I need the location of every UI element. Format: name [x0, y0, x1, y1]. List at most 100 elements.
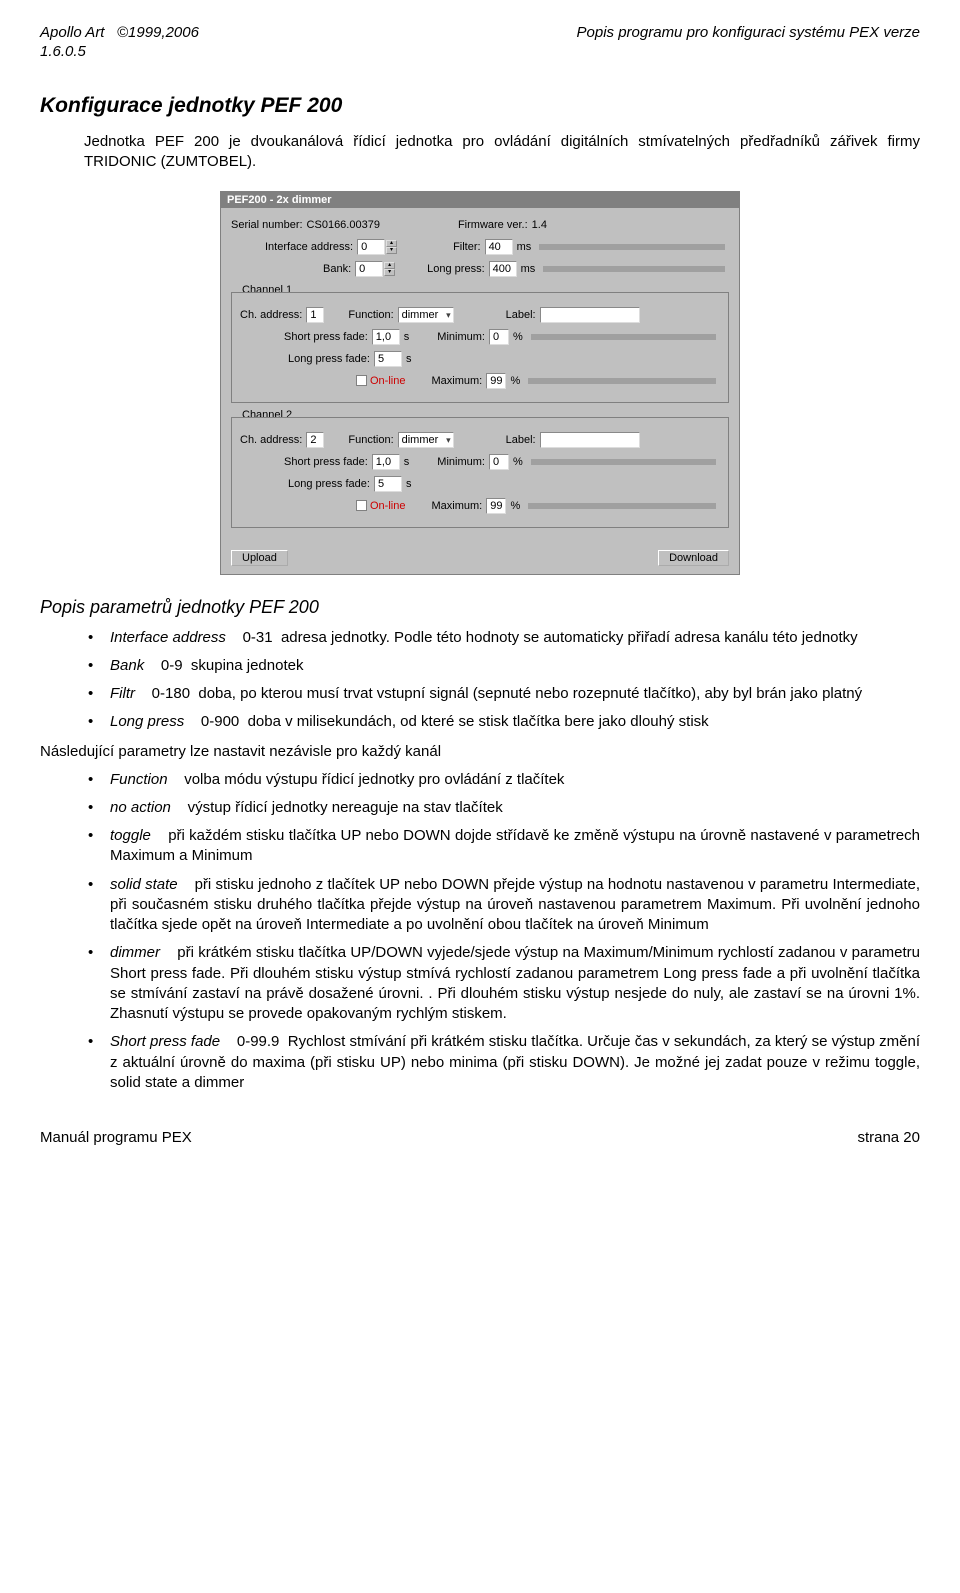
longpress-slider[interactable]	[543, 266, 725, 272]
param-item: solid state při stisku jednoho z tlačíte…	[84, 875, 920, 936]
dialog-screenshot: PEF200 - 2x dimmer Serial number: CS0166…	[40, 191, 920, 575]
longpress-label: Long press:	[427, 263, 484, 275]
param-name: Function	[110, 771, 168, 788]
ch1-func-label: Function:	[348, 309, 393, 321]
filter-unit: ms	[517, 241, 532, 253]
param-text: výstup řídicí jednotky nereaguje na stav…	[188, 799, 503, 816]
params-list-2: Function volba módu výstupu řídicí jedno…	[84, 770, 920, 1094]
param-name: solid state	[110, 876, 178, 893]
footer-right: strana 20	[857, 1129, 920, 1146]
ch1-min-slider[interactable]	[531, 334, 716, 340]
param-range: 0-99.9	[220, 1033, 288, 1050]
ch2-func-combo[interactable]: dimmer	[398, 432, 454, 448]
iface-input[interactable]: 0▴▾	[357, 239, 397, 255]
ch2-addr-label: Ch. address:	[240, 434, 302, 446]
intro-paragraph: Jednotka PEF 200 je dvoukanálová řídicí …	[84, 132, 920, 173]
ch1-label-input[interactable]	[540, 307, 640, 323]
param-range: 0-31	[226, 629, 281, 646]
subsection-title: Popis parametrů jednotky PEF 200	[40, 597, 920, 618]
ch2-min-label: Minimum:	[437, 456, 485, 468]
page-header: Apollo Art ©1999,2006 Popis programu pro…	[40, 24, 920, 41]
ch2-min-input[interactable]: 0	[489, 454, 509, 470]
ch2-spf-label: Short press fade:	[284, 456, 368, 468]
ch1-online-label: On-line	[370, 375, 405, 387]
param-text: při stisku jednoho z tlačítek UP nebo DO…	[110, 876, 920, 934]
ch1-max-input[interactable]: 99	[486, 373, 506, 389]
ch1-max-slider[interactable]	[528, 378, 716, 384]
ch1-min-input[interactable]: 0	[489, 329, 509, 345]
serial-label: Serial number:	[231, 219, 303, 231]
param-name: dimmer	[110, 944, 160, 961]
param-item: Filtr 0-180 doba, po kterou musí trvat v…	[84, 684, 920, 704]
ch2-max-input[interactable]: 99	[486, 498, 506, 514]
bank-input[interactable]: 0▴▾	[355, 261, 395, 277]
ch1-spf-unit: s	[404, 331, 410, 343]
ch2-lpf-label: Long press fade:	[288, 478, 370, 490]
longpress-input[interactable]: 400	[489, 261, 517, 277]
ch1-lpf-unit: s	[406, 353, 412, 365]
ch2-online-label: On-line	[370, 500, 405, 512]
ch2-spf-input[interactable]: 1,0	[372, 454, 400, 470]
ch1-func-combo[interactable]: dimmer	[398, 307, 454, 323]
param-item: no action výstup řídicí jednotky nereagu…	[84, 798, 920, 818]
ch2-lpf-unit: s	[406, 478, 412, 490]
ch1-addr-input[interactable]: 1	[306, 307, 324, 323]
ch1-min-label: Minimum:	[437, 331, 485, 343]
page-footer: Manuál programu PEX strana 20	[40, 1129, 920, 1146]
fw-value: 1.4	[532, 219, 547, 231]
section-title: Konfigurace jednotky PEF 200	[40, 94, 920, 118]
param-text: volba módu výstupu řídicí jednotky pro o…	[184, 771, 564, 788]
ch1-lpf-input[interactable]: 5	[374, 351, 402, 367]
serial-value: CS0166.00379	[307, 219, 380, 231]
param-item: toggle při každém stisku tlačítka UP neb…	[84, 826, 920, 867]
param-range: 0-900	[184, 713, 247, 730]
ch2-online-checkbox[interactable]	[356, 500, 367, 511]
param-text: při krátkém stisku tlačítka UP/DOWN vyje…	[110, 944, 920, 1022]
ch2-min-slider[interactable]	[531, 459, 716, 465]
channel-2-group: Ch. address: 2 Function: dimmer Label: S…	[231, 417, 729, 528]
ch1-max-pct: %	[510, 375, 520, 387]
param-item: Interface address 0-31 adresa jednotky. …	[84, 628, 920, 648]
ch1-label-label: Label:	[506, 309, 536, 321]
ch2-func-label: Function:	[348, 434, 393, 446]
ch2-max-pct: %	[510, 500, 520, 512]
footer-left: Manuál programu PEX	[40, 1129, 192, 1146]
ch1-spf-input[interactable]: 1,0	[372, 329, 400, 345]
ch1-spf-label: Short press fade:	[284, 331, 368, 343]
param-name: Short press fade	[110, 1033, 220, 1050]
inter-text: Následující parametry lze nastavit nezáv…	[40, 743, 920, 760]
param-text: doba v milisekundách, od které se stisk …	[248, 713, 709, 730]
filter-input[interactable]: 40	[485, 239, 513, 255]
param-item: Long press 0-900 doba v milisekundách, o…	[84, 712, 920, 732]
param-name: toggle	[110, 827, 151, 844]
ch2-min-pct: %	[513, 456, 523, 468]
param-name: no action	[110, 799, 171, 816]
ch2-lpf-input[interactable]: 5	[374, 476, 402, 492]
ch2-label-input[interactable]	[540, 432, 640, 448]
upload-button[interactable]: Upload	[231, 550, 288, 566]
ch2-spf-unit: s	[404, 456, 410, 468]
header-version: 1.6.0.5	[40, 43, 920, 60]
ch2-max-slider[interactable]	[528, 503, 716, 509]
param-item: Bank 0-9 skupina jednotek	[84, 656, 920, 676]
bank-label: Bank:	[323, 263, 351, 275]
ch1-max-label: Maximum:	[431, 375, 482, 387]
dialog-window: PEF200 - 2x dimmer Serial number: CS0166…	[220, 191, 740, 575]
ch1-online-checkbox[interactable]	[356, 375, 367, 386]
param-name: Interface address	[110, 629, 226, 646]
ch2-max-label: Maximum:	[431, 500, 482, 512]
download-button[interactable]: Download	[658, 550, 729, 566]
param-name: Bank	[110, 657, 144, 674]
header-left: Apollo Art ©1999,2006	[40, 24, 199, 41]
param-text: skupina jednotek	[191, 657, 304, 674]
param-item: dimmer při krátkém stisku tlačítka UP/DO…	[84, 943, 920, 1024]
filter-label: Filter:	[453, 241, 481, 253]
filter-slider[interactable]	[539, 244, 725, 250]
dialog-title: PEF200 - 2x dimmer	[221, 192, 739, 208]
param-text: adresa jednotky. Podle této hodnoty se a…	[281, 629, 858, 646]
ch1-addr-label: Ch. address:	[240, 309, 302, 321]
channel-1-group: Ch. address: 1 Function: dimmer Label: S…	[231, 292, 729, 403]
param-text: doba, po kterou musí trvat vstupní signá…	[198, 685, 862, 702]
ch2-addr-input[interactable]: 2	[306, 432, 324, 448]
iface-label: Interface address:	[265, 241, 353, 253]
